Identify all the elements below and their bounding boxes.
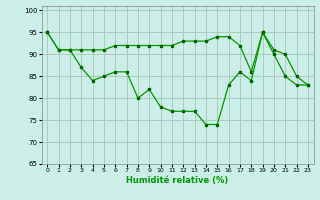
X-axis label: Humidité relative (%): Humidité relative (%) (126, 176, 229, 185)
